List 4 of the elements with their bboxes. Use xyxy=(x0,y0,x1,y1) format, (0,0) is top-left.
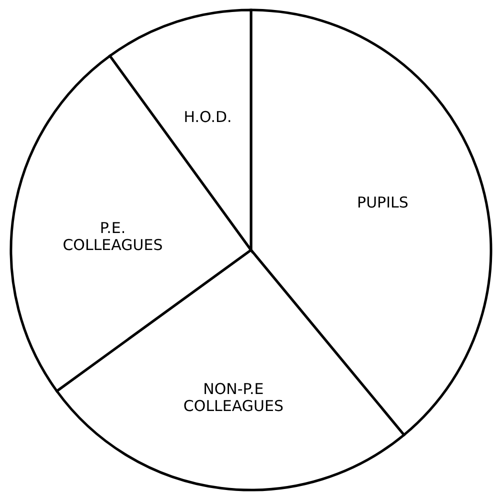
slice-label: PUPILS xyxy=(357,194,408,212)
slice-label: H.O.D. xyxy=(184,108,232,126)
slice-label: P.E. COLLEAGUES xyxy=(62,219,163,254)
slice-label: NON-P.E COLLEAGUES xyxy=(183,380,284,415)
